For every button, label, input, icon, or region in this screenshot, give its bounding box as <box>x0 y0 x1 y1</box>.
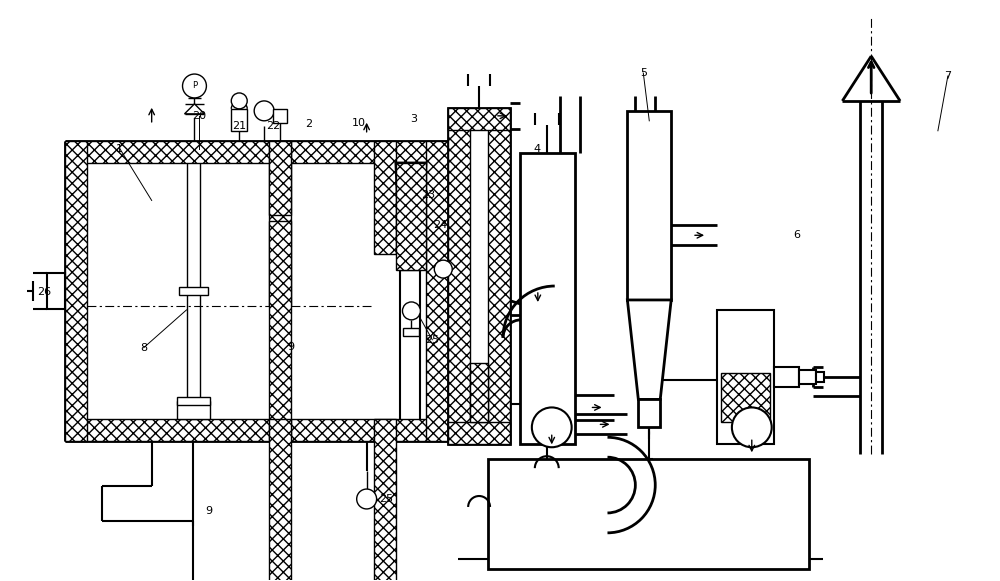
Text: 9: 9 <box>287 342 295 352</box>
Circle shape <box>254 101 274 121</box>
Text: 23: 23 <box>421 191 435 200</box>
Bar <box>426 141 448 442</box>
Bar <box>65 141 448 163</box>
Bar <box>177 401 210 419</box>
Bar <box>627 111 671 300</box>
Bar <box>799 370 816 383</box>
Bar <box>269 141 291 306</box>
Bar <box>638 400 660 428</box>
Bar <box>488 459 809 569</box>
Bar <box>448 108 510 130</box>
Text: 21: 21 <box>232 121 246 131</box>
Text: 1: 1 <box>116 144 123 154</box>
Bar <box>448 108 470 444</box>
Circle shape <box>402 302 420 320</box>
Polygon shape <box>396 163 426 270</box>
Text: 4: 4 <box>533 144 540 154</box>
Bar <box>269 141 291 216</box>
Bar <box>396 163 426 270</box>
Bar <box>488 108 510 444</box>
Circle shape <box>434 260 452 278</box>
Text: 26: 26 <box>37 287 51 297</box>
Bar <box>269 221 291 440</box>
Text: 25: 25 <box>379 494 394 504</box>
Polygon shape <box>185 104 204 114</box>
Bar <box>774 367 799 386</box>
Bar <box>374 141 396 254</box>
Bar <box>721 372 770 422</box>
Text: 6: 6 <box>793 230 800 241</box>
Bar <box>403 328 419 336</box>
Bar <box>520 153 575 444</box>
Circle shape <box>532 407 572 447</box>
Circle shape <box>357 489 377 509</box>
Bar <box>231 109 247 131</box>
Text: 10: 10 <box>352 118 366 128</box>
Bar <box>273 109 287 123</box>
Text: 9: 9 <box>205 506 212 516</box>
Text: 22: 22 <box>266 121 280 131</box>
Bar <box>47 273 65 309</box>
Text: 2: 2 <box>305 119 312 129</box>
Polygon shape <box>627 300 671 400</box>
Bar <box>179 287 208 295</box>
Bar <box>65 141 87 442</box>
Bar <box>470 363 488 422</box>
Text: 7: 7 <box>944 71 951 81</box>
Bar <box>269 419 291 581</box>
Bar <box>374 419 396 581</box>
Text: 3: 3 <box>410 114 417 124</box>
Bar <box>448 108 510 444</box>
Text: 5: 5 <box>640 68 647 78</box>
Bar <box>717 310 774 444</box>
Text: 8: 8 <box>140 343 147 353</box>
Text: 25: 25 <box>425 335 439 345</box>
Bar <box>448 422 510 444</box>
Text: 24: 24 <box>433 220 447 230</box>
Bar <box>816 372 824 382</box>
Bar <box>65 419 448 442</box>
Circle shape <box>183 74 206 98</box>
Text: 20: 20 <box>192 111 207 121</box>
Text: P: P <box>192 81 197 91</box>
Circle shape <box>231 93 247 109</box>
Bar <box>177 397 210 406</box>
Circle shape <box>732 407 772 447</box>
